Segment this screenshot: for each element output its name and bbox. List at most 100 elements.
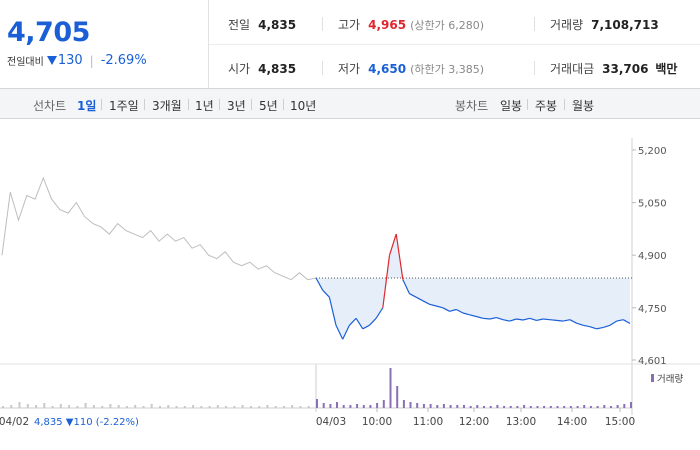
volume-bar-today — [556, 406, 559, 408]
volume-bar-prev — [150, 404, 153, 408]
volume-bar-today — [456, 405, 459, 408]
today-price-segment — [429, 303, 437, 307]
volume-bar-today — [449, 405, 452, 408]
volume-bar-today — [362, 405, 365, 408]
volume-bar-today — [583, 405, 586, 408]
today-price-segment — [482, 317, 490, 320]
volume-bar-prev — [59, 404, 62, 408]
volume-bar-today — [563, 406, 566, 408]
volume-bar-prev — [109, 404, 112, 408]
volume-bar-prev — [208, 406, 211, 408]
price-stats: 전일 4,835 고가 4,965 (상한가 6,280) 거래량 7,108,713 … — [209, 0, 700, 88]
x-tick-label: 14:00 — [557, 416, 587, 428]
today-price-segment — [522, 317, 530, 321]
volume-legend-label: 거래량 — [657, 373, 683, 385]
volume-bar-today — [316, 399, 318, 408]
change-label: 전일대비 — [7, 57, 44, 68]
volume-bar-today — [496, 405, 499, 408]
volume-bar-prev — [266, 405, 269, 408]
volume-bar-prev — [76, 406, 79, 408]
volume-bar-today — [523, 405, 526, 408]
stat-upper-limit: (상한가 6,280) — [410, 19, 484, 32]
x-tick-label: 10:00 — [362, 416, 392, 428]
today-price-segment — [603, 324, 611, 328]
volume-bar-prev — [35, 405, 38, 408]
tab-monthly-candle[interactable]: 월봉 — [572, 99, 595, 113]
line-chart-title: 선차트 — [33, 99, 67, 113]
volume-bar-prev — [2, 406, 4, 408]
volume-bar-prev — [249, 406, 252, 408]
volume-bar-today — [356, 404, 359, 408]
volume-bar-today — [503, 406, 506, 408]
tab-3month[interactable]: 3개월 — [152, 99, 182, 113]
volume-bar-prev — [101, 406, 104, 408]
tab-3year[interactable]: 3년 — [227, 99, 246, 113]
today-price-segment — [355, 317, 364, 330]
tab-1day[interactable]: 1일 — [77, 99, 97, 113]
stat-volume-label: 거래량 — [550, 18, 584, 32]
y-tick-label: 4,900 — [638, 251, 667, 262]
today-price-segment — [549, 319, 557, 321]
volume-bar-today — [396, 386, 399, 408]
price-change: 전일대비 130 | -2.69% — [7, 53, 147, 68]
volume-bar-prev — [241, 405, 244, 408]
volume-bar-prev — [134, 405, 137, 408]
today-price-segment — [469, 314, 477, 318]
volume-bar-today — [416, 403, 419, 408]
today-price-segment — [415, 296, 424, 302]
tab-weekly-candle[interactable]: 주봉 — [535, 99, 558, 113]
volume-bar-today — [436, 405, 439, 408]
prev-day-price-line — [1, 176, 317, 281]
stat-amount-value: 33,706 — [602, 62, 649, 76]
volume-bar-prev — [68, 405, 71, 408]
volume-bar-prev — [43, 403, 46, 408]
volume-bar-prev — [117, 405, 120, 408]
stat-high: 고가 4,965 (상한가 6,280) — [338, 16, 484, 33]
tab-1week[interactable]: 1주일 — [109, 99, 139, 113]
volume-bar-prev — [92, 405, 95, 408]
x-tick-label: 04/03 — [316, 416, 346, 428]
volume-bar-prev — [167, 405, 170, 408]
today-price-segment — [583, 324, 591, 328]
stat-volume: 거래량 7,108,713 — [550, 16, 659, 33]
change-percent: -2.69% — [100, 53, 147, 68]
volume-bar-today — [369, 405, 372, 408]
volume-bar-today — [382, 400, 385, 408]
today-price-segment — [596, 326, 604, 330]
tab-1year[interactable]: 1년 — [195, 99, 214, 113]
volume-bar-prev — [142, 406, 145, 408]
volume-bar-today — [322, 403, 325, 408]
stat-open: 시가 4,835 — [228, 60, 296, 77]
price-area-fill — [316, 234, 630, 340]
tab-10year[interactable]: 10년 — [290, 99, 317, 113]
today-price-segment — [328, 297, 337, 326]
tab-5year[interactable]: 5년 — [259, 99, 278, 113]
volume-bar-prev — [183, 406, 186, 408]
today-price-segment — [342, 325, 350, 340]
volume-bar-today — [576, 406, 579, 408]
current-price: 4,705 — [7, 17, 90, 48]
today-price-segment — [375, 307, 384, 319]
volume-bar-prev — [175, 406, 178, 408]
volume-bar-prev — [282, 406, 285, 408]
volume-bar-prev — [192, 405, 195, 408]
volume-bar-today — [569, 406, 572, 408]
volume-bar-today — [529, 406, 532, 408]
y-tick-label: 4,601 — [638, 356, 667, 367]
today-price-segment — [409, 293, 417, 298]
x-tick-label: 11:00 — [413, 416, 443, 428]
volume-bar-today — [516, 406, 519, 408]
volume-bar-today — [376, 403, 379, 408]
volume-bar-prev — [84, 403, 87, 408]
y-tick-label: 4,750 — [638, 304, 667, 315]
volume-bar-prev — [26, 404, 29, 408]
volume-bar-prev — [291, 405, 294, 408]
today-price-segment — [442, 307, 450, 312]
x-tick-label: 15:00 — [605, 416, 635, 428]
today-price-segment — [529, 317, 537, 321]
volume-bar-prev — [216, 405, 219, 408]
today-price-segment — [368, 317, 377, 326]
volume-bar-today — [610, 406, 612, 408]
tab-daily-candle[interactable]: 일봉 — [500, 99, 523, 113]
candle-chart-title: 봉차트 — [455, 99, 489, 113]
